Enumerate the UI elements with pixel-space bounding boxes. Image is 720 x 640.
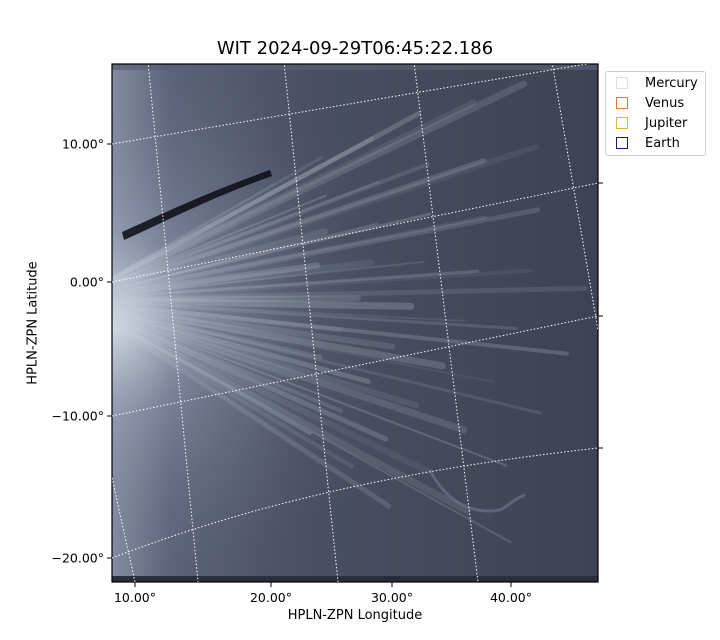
legend-swatch (616, 97, 628, 109)
streamer-ray (112, 194, 327, 284)
coordinate-grid (112, 64, 598, 582)
streamer-ray (112, 316, 471, 515)
streamer-ray (112, 295, 361, 303)
streamer-ray (112, 297, 415, 310)
legend-label: Jupiter (645, 115, 688, 131)
streamer-ray (112, 136, 375, 281)
streamer-ray (112, 310, 420, 409)
legend-label: Venus (645, 95, 685, 111)
streamer-ray (112, 309, 371, 385)
legend-item-mercury: Mercury (616, 74, 698, 92)
streamer-ray (112, 111, 422, 282)
plot-frame (111, 63, 599, 583)
y-tick-label: 10.00° (61, 136, 104, 152)
chart-title: WIT 2024-09-29T06:45:22.186 (216, 38, 494, 59)
x-tick-label: 40.00° (489, 590, 533, 605)
streamer-ray (112, 320, 354, 469)
streamer-ray (112, 262, 321, 297)
streamer-ray (112, 180, 380, 286)
x-axis-label: HPLN-ZPN Longitude (287, 608, 423, 623)
streamer-ray (112, 80, 528, 285)
axis-ticks (107, 143, 603, 587)
streamer-ray (112, 302, 344, 333)
streamer-ray (112, 301, 465, 322)
legend-label: Earth (645, 135, 680, 151)
streamer-ray (112, 259, 374, 298)
streamer-ray (112, 304, 447, 370)
streamer-ray (112, 222, 379, 290)
streamer-ray (112, 285, 588, 302)
dark-ejecta-feature (122, 170, 272, 240)
streamer-ray (112, 156, 323, 280)
y-tick-label: −10.00° (51, 408, 104, 424)
streamer-ray (112, 158, 487, 289)
legend-item-earth: Earth (616, 134, 680, 152)
legend-label: Mercury (645, 75, 698, 91)
y-tick-label: −20.00° (51, 550, 104, 566)
solar-wind-image (112, 64, 598, 582)
legend-item-venus: Venus (616, 94, 684, 112)
streamer-rays (112, 80, 588, 544)
streamer-ray (112, 269, 480, 299)
legend: Mercury Venus Jupiter Earth (605, 71, 706, 156)
streamer-ray (112, 321, 392, 509)
legend-swatch (616, 117, 628, 129)
faint-arc-feature (428, 469, 526, 513)
streamer-ray (112, 302, 569, 356)
streamer-ray (112, 320, 312, 436)
streamer-ray (112, 215, 487, 294)
streamer-ray (112, 99, 477, 284)
y-axis-label: HPLN-ZPN Latitude (25, 261, 41, 385)
streamer-ray (112, 315, 343, 413)
x-tick-label: 10.00° (113, 590, 157, 605)
streamer-ray (112, 228, 328, 292)
streamer-ray (112, 144, 539, 290)
x-tick-label: 30.00° (370, 590, 414, 605)
streamer-ray (112, 260, 425, 297)
streamer-ray (112, 310, 468, 434)
streamer-ray (112, 301, 518, 330)
streamer-ray (112, 303, 396, 350)
streamer-ray (112, 212, 432, 292)
streamer-ray (112, 316, 432, 475)
streamer-ray (112, 182, 276, 278)
legend-swatch (616, 137, 628, 149)
streamer-ray (112, 315, 389, 442)
streamer-ray (112, 308, 323, 360)
legend-swatch (616, 77, 628, 89)
streamer-ray (112, 319, 512, 544)
y-tick-label: 0.00° (69, 274, 104, 290)
streamer-ray (112, 268, 533, 300)
streamer-ray (112, 314, 508, 467)
legend-item-jupiter: Jupiter (616, 114, 687, 132)
x-tick-label: 20.00° (249, 590, 293, 605)
streamer-ray (112, 207, 541, 295)
streamer-ray (112, 314, 299, 381)
streamer-ray (112, 308, 542, 415)
streamer-ray (112, 162, 431, 287)
streamer-ray (112, 307, 495, 383)
